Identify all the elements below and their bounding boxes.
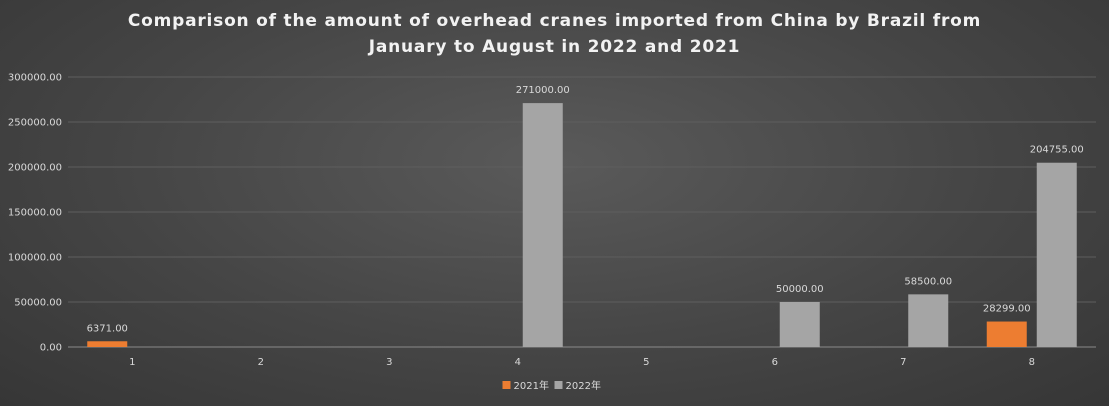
x-tick-label: 1 [129,357,135,368]
bar [908,294,949,347]
data-label: 6371.00 [87,323,128,334]
y-tick-label: 150000.00 [8,208,62,219]
y-tick-label: 300000.00 [8,73,62,84]
y-tick-label: 0.00 [40,343,62,354]
x-tick-label: 7 [900,357,906,368]
data-label: 271000.00 [516,85,570,96]
y-tick-label: 50000.00 [14,298,62,309]
legend-swatch [502,381,511,389]
bar [522,103,563,347]
chart-title: Comparison of the amount of overhead cra… [0,8,1109,60]
data-label: 58500.00 [904,276,952,287]
x-tick-label: 8 [1029,357,1035,368]
data-label: 28299.00 [983,304,1031,315]
bar [87,341,128,347]
chart-title-line-2: January to August in 2022 and 2021 [368,37,741,57]
y-tick-label: 100000.00 [8,253,62,264]
x-tick-label: 4 [515,357,521,368]
y-tick-label: 250000.00 [8,118,62,129]
x-tick-label: 3 [386,357,392,368]
bar [986,321,1027,347]
bar [779,302,820,347]
bar [1036,162,1077,347]
data-label: 50000.00 [776,284,824,295]
x-tick-label: 2 [258,357,264,368]
x-tick-label: 5 [643,357,649,368]
chart-title-line-1: Comparison of the amount of overhead cra… [127,11,982,31]
data-label: 204755.00 [1030,145,1084,156]
legend-swatch [554,381,563,389]
legend-label: 2021年 [514,379,549,392]
legend-label: 2022年 [566,379,601,392]
x-tick-label: 6 [772,357,778,368]
y-tick-label: 200000.00 [8,163,62,174]
